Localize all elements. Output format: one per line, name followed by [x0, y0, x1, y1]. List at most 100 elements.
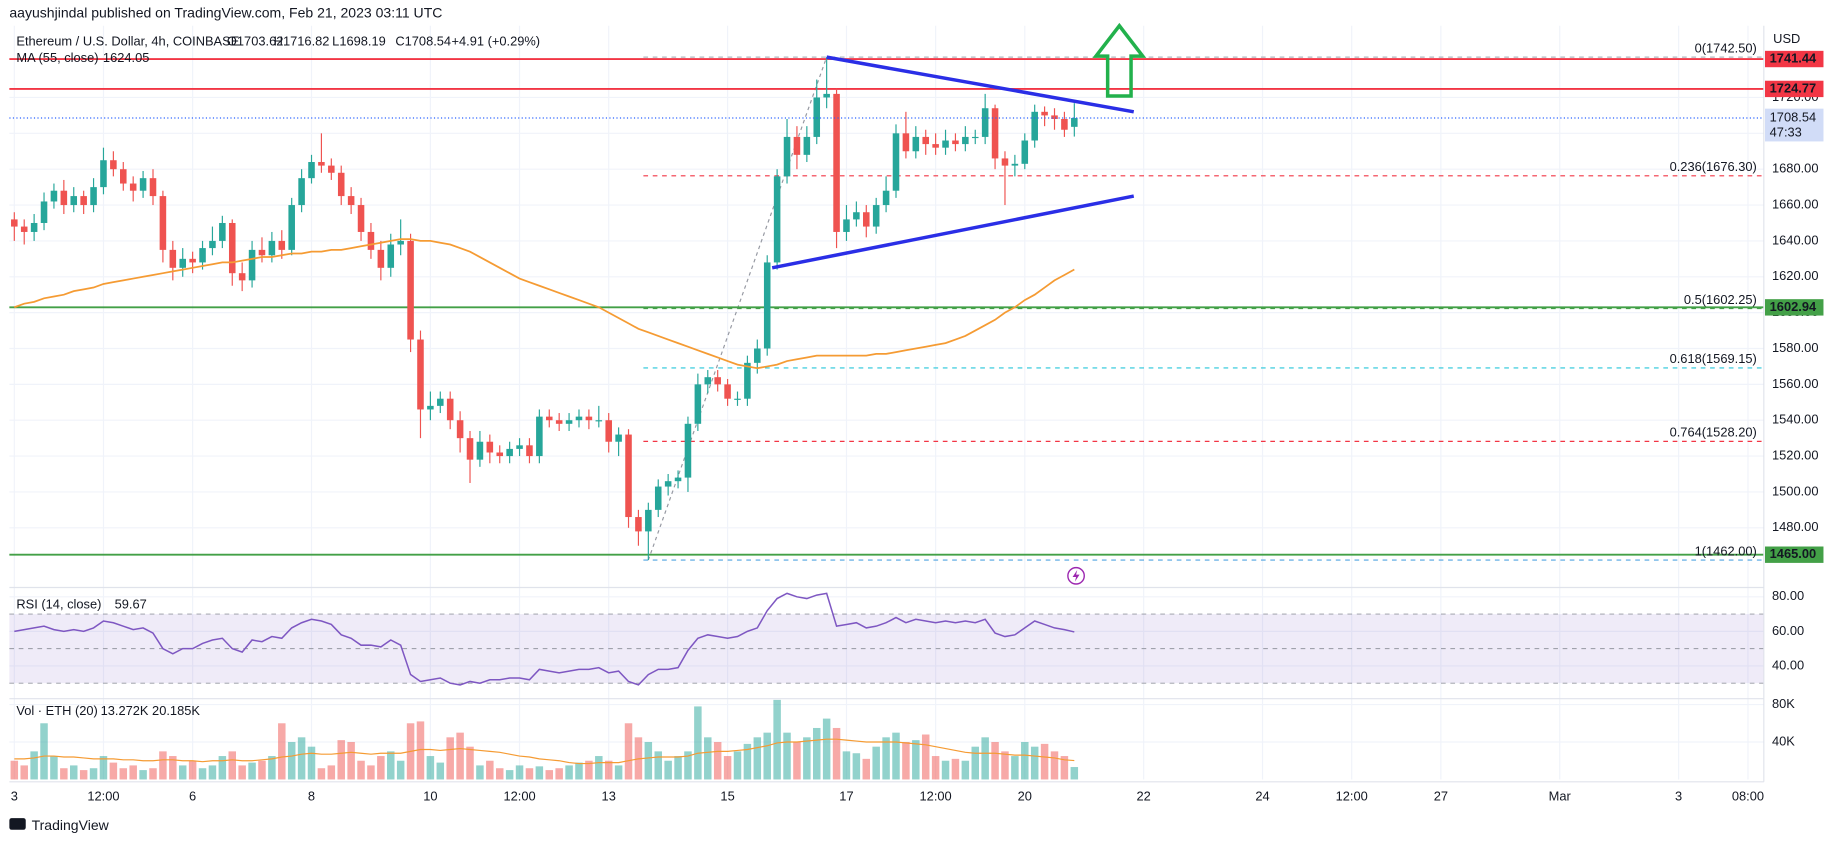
- candle-body: [714, 377, 721, 385]
- volume-bar: [565, 765, 573, 780]
- y-tick-label: 1540.00: [1772, 412, 1818, 427]
- last-price-label: 1708.54: [1770, 109, 1816, 124]
- rsi-tick-label: 60.00: [1772, 623, 1804, 638]
- volume-tick-label: 80K: [1772, 696, 1795, 711]
- candle-body: [744, 362, 751, 399]
- candle-body: [793, 136, 801, 155]
- fib-label: 0.236(1676.30): [1670, 159, 1757, 174]
- volume-bar: [327, 765, 336, 780]
- candle-body: [536, 416, 543, 457]
- volume-bar: [228, 751, 236, 780]
- candle-body: [922, 136, 929, 145]
- y-tick-label: 1660.00: [1772, 196, 1818, 211]
- volume-bar: [337, 740, 345, 780]
- candle-body: [526, 445, 533, 457]
- x-tick-label: 12:00: [503, 788, 535, 803]
- candle-body: [367, 231, 375, 250]
- volume-bar: [248, 762, 256, 780]
- volume-bar: [297, 737, 306, 780]
- footer: TradingView: [32, 817, 110, 833]
- ma-legend-value: 1624.05: [103, 50, 149, 65]
- volume-bar: [763, 732, 771, 780]
- candle-body: [942, 140, 949, 148]
- candle-body: [60, 190, 68, 206]
- candle-body: [575, 416, 583, 421]
- volume-bar: [783, 732, 791, 780]
- candle-body: [565, 420, 573, 424]
- volume-bar: [743, 743, 752, 780]
- volume-bar: [793, 742, 801, 780]
- candle-body: [11, 219, 18, 227]
- candle-body: [149, 178, 157, 197]
- event-icon: [1067, 566, 1085, 585]
- x-tick-label: 8: [308, 788, 315, 803]
- candle-body: [952, 140, 959, 145]
- volume-bar: [99, 756, 108, 780]
- volume-bar: [595, 756, 603, 780]
- volume-bar: [278, 723, 286, 780]
- y-tick-label: 1580.00: [1772, 340, 1818, 355]
- x-tick-label: 24: [1255, 788, 1269, 803]
- candle-body: [694, 384, 702, 424]
- volume-bar: [50, 756, 58, 780]
- x-tick-label: Mar: [1549, 788, 1572, 803]
- candle-body: [684, 423, 692, 478]
- candle-body: [763, 262, 771, 349]
- candle-body: [902, 133, 910, 152]
- level-price-box: [1764, 299, 1824, 316]
- candle-body: [30, 222, 38, 232]
- level-price-box: [1764, 80, 1824, 98]
- x-tick-label: 27: [1434, 788, 1448, 803]
- candle-body: [377, 249, 385, 268]
- volume-bar: [951, 758, 960, 780]
- volume-bar: [753, 737, 762, 780]
- volume-bar: [129, 765, 137, 780]
- candle-body: [427, 405, 434, 410]
- volume-bar: [664, 760, 672, 780]
- candle-body: [298, 178, 305, 206]
- x-tick-label: 13: [602, 788, 616, 803]
- candle-body: [159, 196, 167, 250]
- candle-body: [833, 93, 840, 232]
- candle-body: [496, 452, 504, 457]
- volume-bar: [803, 737, 811, 780]
- candle-body: [1011, 163, 1019, 166]
- volume-bar: [40, 723, 48, 780]
- volume-bar: [694, 706, 702, 780]
- y-tick-label: 1500.00: [1772, 483, 1818, 498]
- volume-bar: [456, 732, 464, 780]
- up-arrow: [1092, 22, 1147, 98]
- candle-body: [407, 240, 414, 340]
- volume-tick-label: 40K: [1772, 733, 1795, 748]
- candle-body: [189, 258, 196, 263]
- level-price-box: [1764, 546, 1824, 563]
- candle-body: [248, 249, 256, 281]
- level-price-box: [1764, 50, 1824, 68]
- candle-body: [843, 219, 850, 232]
- volume-bar: [931, 756, 940, 780]
- candle-body: [971, 136, 979, 139]
- ohlc-legend: C1708.54: [395, 34, 451, 49]
- rsi-legend-value: 59.67: [115, 596, 147, 611]
- candle-body: [120, 169, 127, 184]
- candle-body: [219, 222, 226, 241]
- volume-bar: [159, 751, 167, 780]
- volume-bar: [624, 723, 633, 780]
- candle-body: [1061, 118, 1068, 130]
- candle-body: [545, 416, 553, 421]
- volume-bar: [723, 756, 732, 780]
- volume-bar: [991, 742, 999, 780]
- fib-label: 0(1742.50): [1695, 40, 1757, 55]
- volume-bar: [476, 765, 484, 780]
- volume-bar: [773, 699, 781, 780]
- volume-bar: [178, 765, 187, 780]
- rsi-tick-label: 40.00: [1772, 657, 1804, 672]
- ohlc-legend: L1698.19: [332, 34, 386, 49]
- ma-line: [14, 238, 1075, 370]
- volume-bar: [971, 746, 979, 780]
- candle-body: [823, 93, 830, 98]
- ohlc-legend: +4.91 (+0.29%): [451, 34, 540, 49]
- candle-body: [734, 398, 741, 400]
